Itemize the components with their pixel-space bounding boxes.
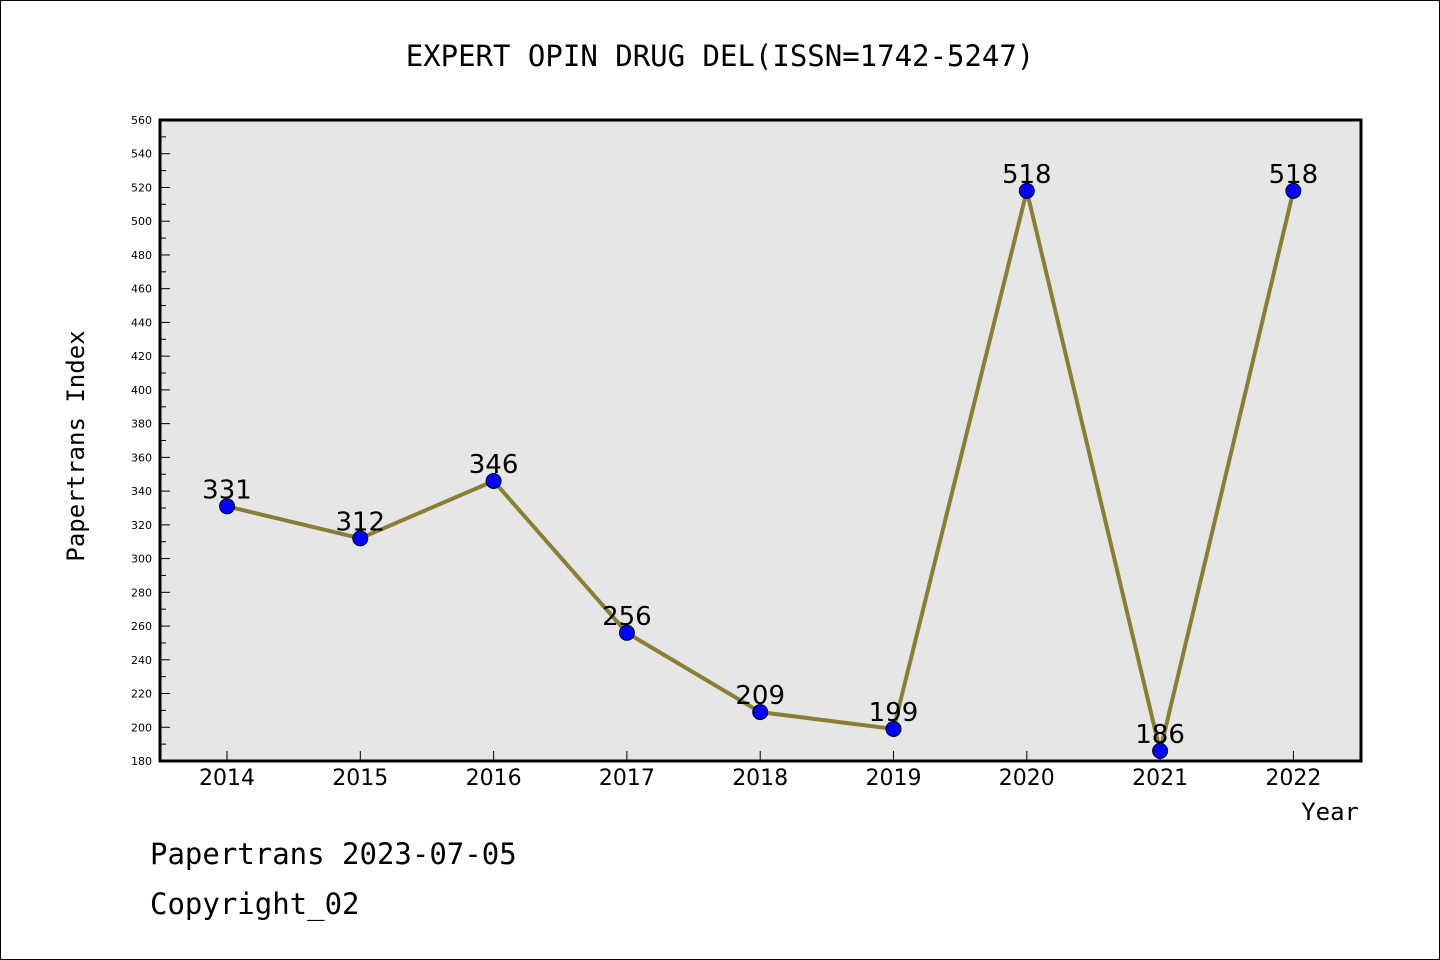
x-tick-label: 2019 — [866, 766, 922, 791]
x-tick-label: 2014 — [199, 766, 255, 791]
y-tick-label: 280 — [131, 586, 152, 599]
data-point — [752, 704, 769, 721]
x-tick-label: 2020 — [999, 766, 1055, 791]
y-tick-label: 540 — [131, 148, 152, 161]
y-tick-label: 560 — [131, 114, 152, 127]
y-axis-title: Papertrans Index — [62, 330, 90, 561]
data-label: 312 — [335, 507, 385, 537]
data-label: 256 — [602, 602, 652, 632]
data-point — [618, 624, 635, 641]
y-tick-label: 460 — [131, 283, 152, 296]
y-tick-label: 520 — [131, 181, 152, 194]
y-tick-label: 300 — [131, 553, 152, 566]
data-label: 186 — [1135, 720, 1185, 750]
x-tick-label: 2018 — [732, 766, 788, 791]
data-label: 346 — [469, 450, 519, 480]
chart-title: EXPERT OPIN DRUG DEL(ISSN=1742-5247) — [406, 39, 1035, 73]
data-point — [1285, 182, 1302, 199]
x-axis: 2014 2015 2016 2017 2018 2019 2020 2021 2022 — [199, 751, 1321, 791]
x-tick-label: 2017 — [599, 766, 655, 791]
data-point — [352, 530, 369, 547]
y-tick-label: 240 — [131, 654, 152, 667]
footer-copyright: Copyright_02 — [150, 887, 360, 922]
y-tick-label: 500 — [131, 215, 152, 228]
y-tick-label: 400 — [131, 384, 152, 397]
data-label: 199 — [869, 698, 919, 728]
data-label: 518 — [1002, 160, 1052, 190]
y-tick-label: 360 — [131, 451, 152, 464]
data-label: 518 — [1269, 160, 1319, 190]
data-label: 331 — [202, 475, 252, 505]
y-tick-label: 420 — [131, 350, 152, 363]
data-label: 209 — [735, 681, 785, 711]
y-tick-label: 380 — [131, 418, 152, 431]
y-tick-label: 260 — [131, 620, 152, 633]
x-tick-label: 2015 — [332, 766, 388, 791]
data-point — [1018, 182, 1035, 199]
footer-date: Papertrans 2023-07-05 — [150, 837, 517, 871]
data-point — [485, 472, 502, 489]
y-tick-label: 200 — [131, 721, 152, 734]
y-axis: 180 200 220 240 260 280 300 320 340 360 380 400 420 4… — [131, 114, 170, 768]
data-point — [1152, 742, 1169, 759]
plot-area — [158, 118, 1363, 763]
y-tick-label: 340 — [131, 485, 152, 498]
y-tick-label: 180 — [131, 755, 152, 768]
y-tick-label: 220 — [131, 688, 152, 701]
data-point — [219, 498, 235, 515]
data-labels: 331 312 346 256 209 199 518 186 518 — [202, 160, 1318, 750]
y-tick-label: 480 — [131, 249, 152, 262]
x-tick-label: 2016 — [466, 766, 522, 791]
x-axis-title: Year — [1301, 798, 1359, 826]
data-point — [885, 720, 902, 737]
x-tick-label: 2021 — [1132, 766, 1188, 791]
y-tick-label: 440 — [131, 316, 152, 329]
x-tick-label: 2022 — [1265, 766, 1321, 791]
y-tick-label: 320 — [131, 519, 152, 532]
data-markers — [219, 182, 1302, 759]
